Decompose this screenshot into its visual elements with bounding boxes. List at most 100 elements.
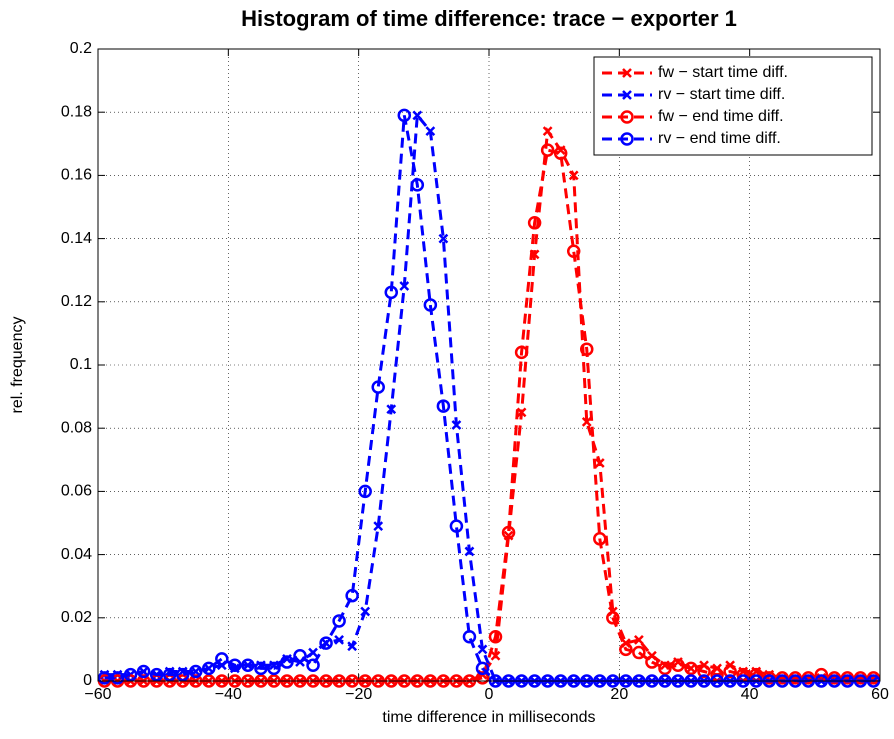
marker [710,667,724,682]
marker [228,658,242,672]
marker [123,667,138,682]
marker [736,667,750,682]
legend-label: fw − start time diff. [658,64,788,81]
x-axis-label: time difference in milliseconds [382,709,595,726]
x-tick-label: −60 [84,686,111,703]
marker [501,525,516,540]
x-tick-label: 20 [610,686,628,703]
legend-label: rv − start time diff. [658,86,785,103]
marker [514,345,529,360]
marker [658,661,672,676]
marker [334,635,345,645]
y-axis-label: rel. frequency [9,317,26,414]
legend-label: rv − end time diff. [658,130,781,147]
marker [162,667,177,682]
marker [622,68,632,78]
x-tick-label: 60 [871,686,889,703]
marker [619,642,633,657]
marker [308,647,318,658]
marker [438,233,449,244]
plot-frame [97,48,881,682]
marker [606,611,620,625]
marker [97,671,112,685]
marker [358,484,372,499]
marker [397,108,412,123]
marker [593,532,607,546]
marker [360,606,371,617]
marker [581,416,592,427]
marker [723,664,737,679]
marker [319,636,333,650]
marker [632,645,646,660]
marker [203,663,214,674]
marker [371,380,385,394]
marker [620,132,634,146]
marker [462,630,477,644]
chart-title: Histogram of time difference: trace − ex… [241,6,737,31]
marker [280,655,294,669]
marker [410,178,425,192]
marker [293,648,307,663]
marker [254,661,268,676]
marker [175,667,190,682]
marker [620,110,634,124]
marker [373,521,384,532]
y-tick-label: 0.06 [61,483,92,500]
x-tick-label: −40 [215,686,242,703]
marker [553,146,568,161]
marker [594,458,605,468]
y-tick-label: 0.02 [61,609,92,626]
marker [345,588,359,603]
y-tick-label: 0.12 [61,293,92,310]
marker [189,664,203,679]
marker [684,661,698,676]
marker [384,285,398,300]
marker [645,655,659,669]
y-tick-label: 0.1 [70,356,92,373]
marker [436,399,451,413]
series-line [104,111,874,683]
marker [399,281,410,291]
marker [110,671,125,685]
marker [697,664,711,679]
marker [464,546,475,557]
x-tick-label: −20 [345,686,372,703]
marker [477,644,488,655]
y-tick-label: 0 [83,672,92,689]
marker [267,661,281,676]
marker [475,661,490,676]
y-tick-label: 0.08 [61,419,92,436]
marker [475,671,490,685]
legend-label: fw − end time diff. [658,108,784,125]
marker [423,298,438,312]
marker [215,652,229,666]
marker [449,519,464,533]
marker [622,90,632,100]
y-tick-label: 0.18 [61,103,92,120]
marker [332,614,346,628]
series-line [104,115,874,683]
marker [190,666,201,677]
marker [347,641,358,652]
marker [241,658,255,672]
marker [527,216,542,230]
marker [386,404,397,415]
marker [451,420,462,430]
marker [202,661,216,676]
marker [149,667,164,682]
marker [542,126,553,137]
x-tick-label: 0 [485,686,494,703]
marker [490,650,501,661]
marker [488,630,503,644]
x-tick-label: 40 [741,686,759,703]
marker [566,244,581,258]
y-tick-label: 0.14 [61,230,92,247]
marker [425,126,436,137]
marker [306,658,320,672]
y-tick-label: 0.04 [61,546,92,563]
marker [412,110,423,121]
marker [580,342,594,356]
marker [633,635,644,645]
